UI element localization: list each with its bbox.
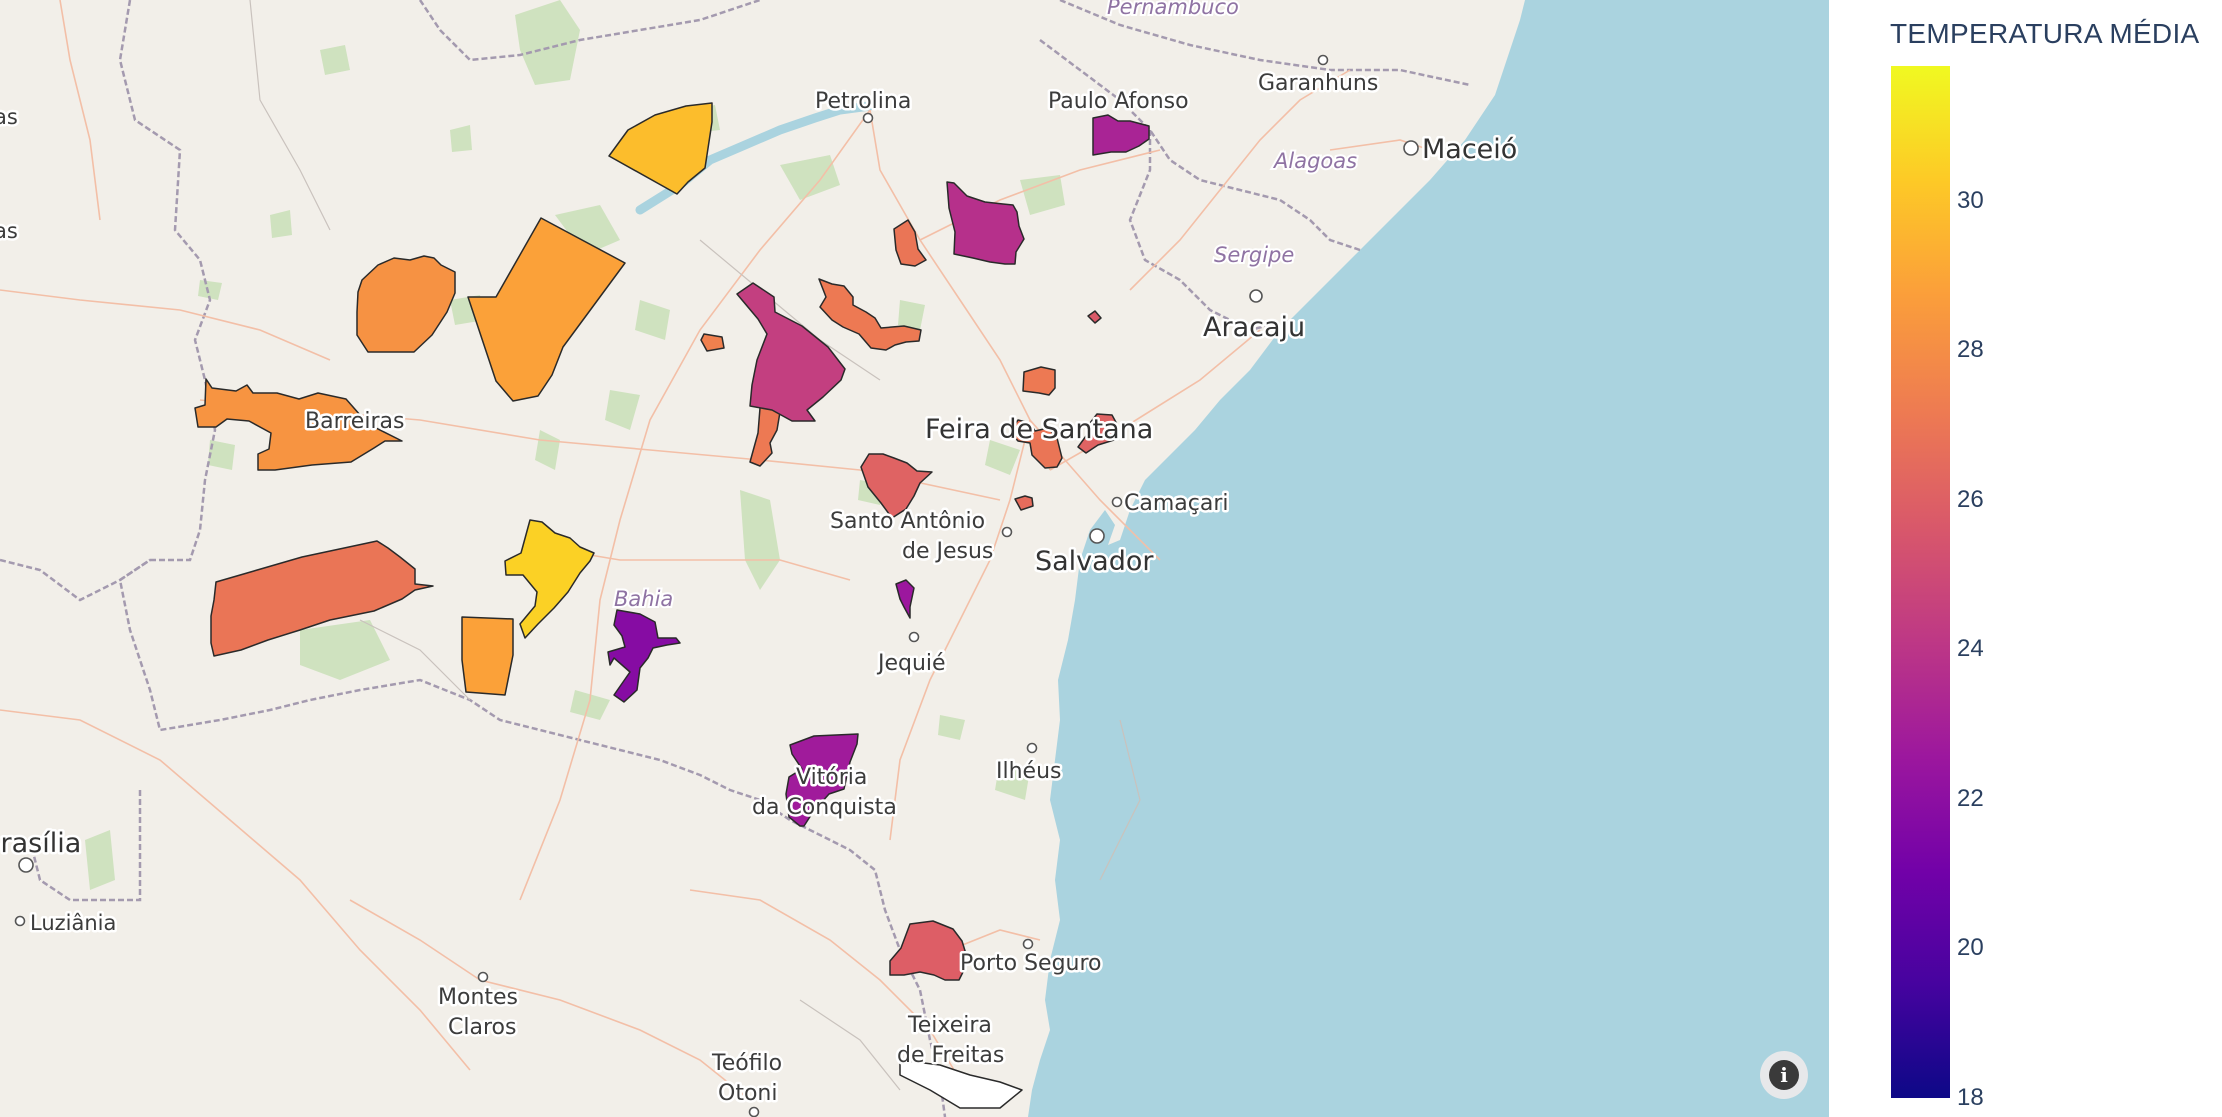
place-label-brasilia: Brasília [0, 828, 81, 859]
map-canvas[interactable]: Pernambuco Alagoas Sergipe Bahia Petroli… [0, 0, 1829, 1117]
place-label-maceio: Maceió [1422, 134, 1517, 165]
minor-roads [249, 0, 1141, 1091]
municipality-m09[interactable] [700, 333, 725, 352]
state-borders [0, 0, 1471, 1117]
region-label-pernambuco: Pernambuco [1107, 0, 1239, 19]
colorbar-tick: 18 [1957, 1084, 1984, 1111]
place-labels: Petrolina Paulo Afonso Garanhuns Maceió … [0, 69, 1520, 1109]
place-label-paulo-afonso: Paulo Afonso [1048, 89, 1189, 114]
colorbar-tick: 30 [1957, 186, 1984, 214]
colorbar-legend: TEMPERATURA MÉDIA 30 28 26 24 22 20 18 [1829, 0, 2222, 1117]
municipality-m25[interactable] [889, 920, 967, 981]
municipality-m12[interactable] [946, 181, 1025, 265]
municipality-m23[interactable] [895, 579, 915, 619]
place-label-teofilo-1: Teófilo [711, 1051, 782, 1076]
colorbar-tick: 20 [1957, 934, 1984, 962]
info-button[interactable]: i [1760, 1051, 1808, 1099]
municipality-m08[interactable] [607, 609, 681, 703]
place-label-salvador: Salvador [1035, 546, 1154, 577]
municipality-m03[interactable] [467, 217, 626, 402]
municipality-m18[interactable] [1009, 419, 1063, 469]
municipality-m06[interactable] [504, 519, 595, 639]
place-label-montes-1: Montes [438, 985, 518, 1010]
municipality-m01[interactable] [608, 102, 713, 195]
municipality-m13[interactable] [893, 219, 927, 267]
municipality-m04[interactable] [194, 378, 403, 471]
place-label-garanhuns: Garanhuns [1258, 71, 1378, 96]
municipality-m19[interactable] [1077, 413, 1119, 454]
municipality-m21[interactable] [1014, 495, 1034, 511]
map-area[interactable]: Pernambuco Alagoas Sergipe Bahia Petroli… [0, 0, 1829, 1117]
place-label-jequie: Jequié [876, 651, 946, 676]
municipality-m22[interactable] [1087, 310, 1102, 324]
municipality-m02[interactable] [356, 255, 456, 353]
vegetation [85, 0, 1065, 890]
place-label-petrolina: Petrolina [815, 89, 911, 114]
place-label-ilheus: Ilhéus [996, 759, 1061, 784]
city-markers [14, 54, 1419, 1117]
region-label-bahia: Bahia [614, 587, 673, 611]
legend-title: TEMPERATURA MÉDIA [1890, 18, 2200, 49]
place-label-teixeira-1: Teixeira [907, 1013, 992, 1038]
place-label-barreiras: Barreiras [305, 409, 404, 434]
ocean [1028, 0, 1829, 1117]
municipality-m24[interactable] [785, 733, 859, 827]
place-label-vitoria-1: Vitória [796, 765, 867, 790]
place-label-luziania: Luziânia [30, 911, 116, 935]
colorbar-tick: 24 [1957, 635, 1984, 663]
place-label-vitoria-2: da Conquista [752, 795, 897, 820]
place-label-camacari: Camaçari [1124, 491, 1229, 516]
place-label-aracaju: Aracaju [1203, 312, 1305, 343]
info-icon: i [1769, 1060, 1799, 1090]
region-label-sergipe: Sergipe [1214, 243, 1294, 267]
municipality-m07[interactable] [461, 616, 514, 696]
colorbar-tick: 22 [1957, 784, 1984, 812]
colorbar-tick: 28 [1957, 336, 1984, 364]
colorbar-tick: 26 [1957, 485, 1984, 513]
municipality-m20[interactable] [860, 453, 933, 519]
place-label-teixeira-2: de Freitas [897, 1043, 1004, 1068]
place-label-teofilo-2: Otoni [718, 1081, 777, 1106]
place-label-feira-de-santana: Feira de Santana [925, 414, 1153, 445]
place-label-frag-1: as [0, 105, 18, 129]
region-label-alagoas: Alagoas [1272, 149, 1357, 173]
region-labels: Pernambuco Alagoas Sergipe Bahia [612, 0, 1359, 613]
municipality-m11[interactable] [736, 282, 846, 422]
colorbar [1891, 66, 1950, 1098]
place-label-frag-2: as [0, 219, 18, 243]
municipality-m15[interactable] [818, 278, 922, 351]
municipality-m05[interactable] [210, 540, 434, 657]
municipality-m17[interactable] [1022, 366, 1056, 396]
municipalities[interactable] [194, 102, 1150, 1109]
municipality-m14[interactable] [1092, 114, 1150, 156]
place-label-santo-antonio-1: Santo Antônio [830, 509, 985, 534]
place-label-montes-2: Claros [448, 1015, 516, 1040]
place-label-porto-seguro: Porto Seguro [960, 951, 1102, 976]
place-label-santo-antonio-2: de Jesus [902, 539, 993, 564]
municipality-m26[interactable] [899, 1059, 1023, 1109]
